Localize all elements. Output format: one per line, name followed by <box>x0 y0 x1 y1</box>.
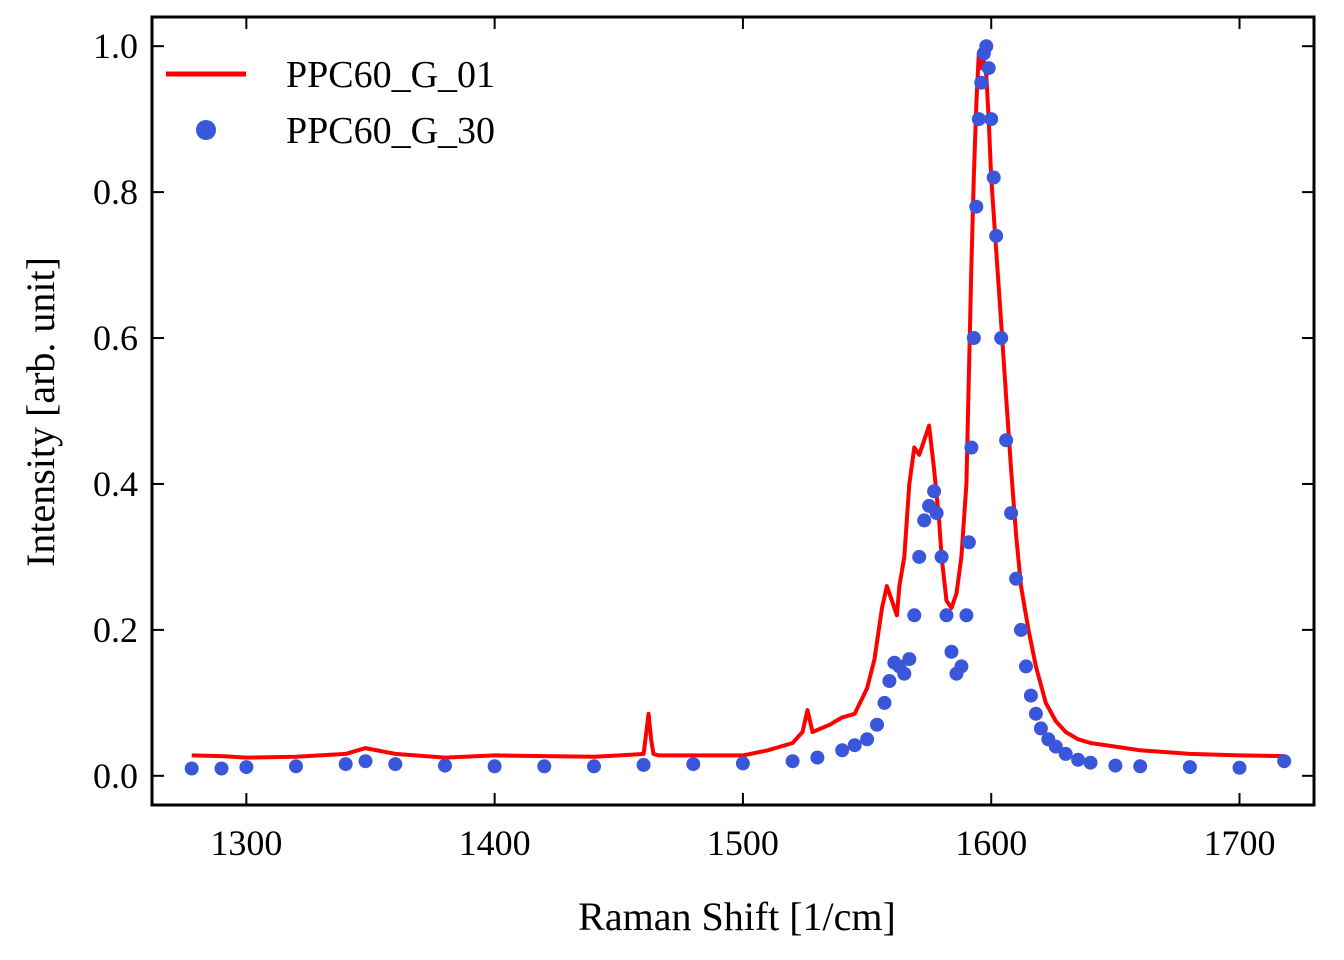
data-point-PPC60_G_30 <box>487 759 502 774</box>
x-axis-title: Raman Shift [1/cm] <box>578 894 896 939</box>
data-point-PPC60_G_30 <box>735 756 750 771</box>
data-point-PPC60_G_30 <box>214 761 229 776</box>
x-tick-label: 1600 <box>955 823 1027 863</box>
data-point-PPC60_G_30 <box>184 761 199 776</box>
data-point-PPC60_G_30 <box>860 732 875 747</box>
data-point-PPC60_G_30 <box>1014 622 1028 637</box>
data-point-PPC60_G_30 <box>974 75 989 90</box>
data-point-PPC60_G_30 <box>1009 571 1024 586</box>
data-point-PPC60_G_30 <box>999 433 1014 448</box>
data-point-PPC60_G_30 <box>877 695 892 710</box>
data-point-PPC60_G_30 <box>1133 759 1148 774</box>
data-point-PPC60_G_30 <box>994 331 1009 345</box>
data-point-PPC60_G_30 <box>902 652 917 667</box>
data-point-PPC60_G_30 <box>239 760 254 775</box>
data-point-PPC60_G_30 <box>636 757 651 772</box>
data-point-PPC60_G_30 <box>954 659 969 674</box>
data-point-PPC60_G_30 <box>686 757 701 772</box>
data-point-PPC60_G_30 <box>1108 758 1123 773</box>
y-tick-label: 1.0 <box>93 26 138 66</box>
data-point-PPC60_G_30 <box>1023 688 1038 703</box>
plot-frame <box>150 15 1316 807</box>
data-point-PPC60_G_30 <box>388 757 403 772</box>
data-point-PPC60_G_30 <box>969 199 984 214</box>
data-point-PPC60_G_30 <box>810 750 825 765</box>
data-point-PPC60_G_30 <box>882 674 897 688</box>
data-point-PPC60_G_30 <box>835 743 850 758</box>
data-point-PPC60_G_30 <box>897 666 912 681</box>
data-point-PPC60_G_30 <box>966 331 981 345</box>
data-point-PPC60_G_30 <box>1004 506 1019 521</box>
x-tick-label: 1700 <box>1204 823 1276 863</box>
data-point-PPC60_G_30 <box>338 757 353 772</box>
data-point-PPC60_G_30 <box>847 738 862 753</box>
data-point-PPC60_G_30 <box>961 535 976 550</box>
data-point-PPC60_G_30 <box>1232 760 1247 775</box>
data-point-PPC60_G_30 <box>971 112 986 127</box>
data-point-PPC60_G_30 <box>1033 721 1048 736</box>
data-point-PPC60_G_30 <box>289 759 303 774</box>
data-point-PPC60_G_30 <box>989 228 1004 243</box>
data-point-PPC60_G_30 <box>1058 746 1073 761</box>
y-tick-label: 0.4 <box>93 464 138 504</box>
data-point-PPC60_G_30 <box>927 484 942 499</box>
data-point-PPC60_G_30 <box>1048 739 1063 754</box>
data-point-PPC60_G_30 <box>1182 760 1197 775</box>
data-point-PPC60_G_30 <box>587 759 601 774</box>
legend-marker-swatch <box>196 120 216 140</box>
data-point-PPC60_G_30 <box>917 513 932 528</box>
data-point-PPC60_G_30 <box>929 506 944 521</box>
y-tick-label: 0.8 <box>93 172 138 212</box>
data-point-PPC60_G_30 <box>1019 659 1033 674</box>
data-point-PPC60_G_30 <box>1083 755 1098 770</box>
data-point-PPC60_G_30 <box>934 549 949 564</box>
data-point-PPC60_G_30 <box>907 608 922 623</box>
legend-label: PPC60_G_01 <box>286 54 495 96</box>
data-point-PPC60_G_30 <box>785 754 800 769</box>
data-point-PPC60_G_30 <box>944 644 959 659</box>
y-tick-label: 0.2 <box>93 610 138 650</box>
data-point-PPC60_G_30 <box>870 717 884 732</box>
series-line-PPC60_G_01 <box>191 51 1285 760</box>
y-tick-label: 0.6 <box>93 318 138 358</box>
data-point-PPC60_G_30 <box>358 754 373 769</box>
data-point-PPC60_G_30 <box>939 608 954 623</box>
y-axis-title: Intensity [arb. unit] <box>18 257 63 567</box>
ticks-layer: 1300 1400 1500 1600 1700 0.0 0.2 0.4 0.6 0.8 1.0 <box>93 17 1314 863</box>
x-tick-label: 1500 <box>707 823 779 863</box>
data-point-PPC60_G_30 <box>964 440 979 455</box>
data-point-PPC60_G_30 <box>1071 752 1086 767</box>
data-point-PPC60_G_30 <box>537 759 552 774</box>
legend-label: PPC60_G_30 <box>286 110 495 152</box>
series-layer <box>184 39 1292 776</box>
x-tick-label: 1300 <box>210 823 282 863</box>
data-point-PPC60_G_30 <box>959 608 974 623</box>
legend: PPC60_G_01 PPC60_G_30 <box>166 54 495 152</box>
data-point-PPC60_G_30 <box>979 39 994 54</box>
data-point-PPC60_G_30 <box>984 112 999 127</box>
y-tick-label: 0.0 <box>93 756 138 796</box>
x-tick-label: 1400 <box>459 823 531 863</box>
data-point-PPC60_G_30 <box>986 170 1001 185</box>
data-point-PPC60_G_30 <box>438 758 452 773</box>
data-point-PPC60_G_30 <box>981 61 996 76</box>
data-point-PPC60_G_30 <box>1028 706 1043 721</box>
data-point-PPC60_G_30 <box>1277 754 1292 769</box>
data-point-PPC60_G_30 <box>912 549 927 564</box>
